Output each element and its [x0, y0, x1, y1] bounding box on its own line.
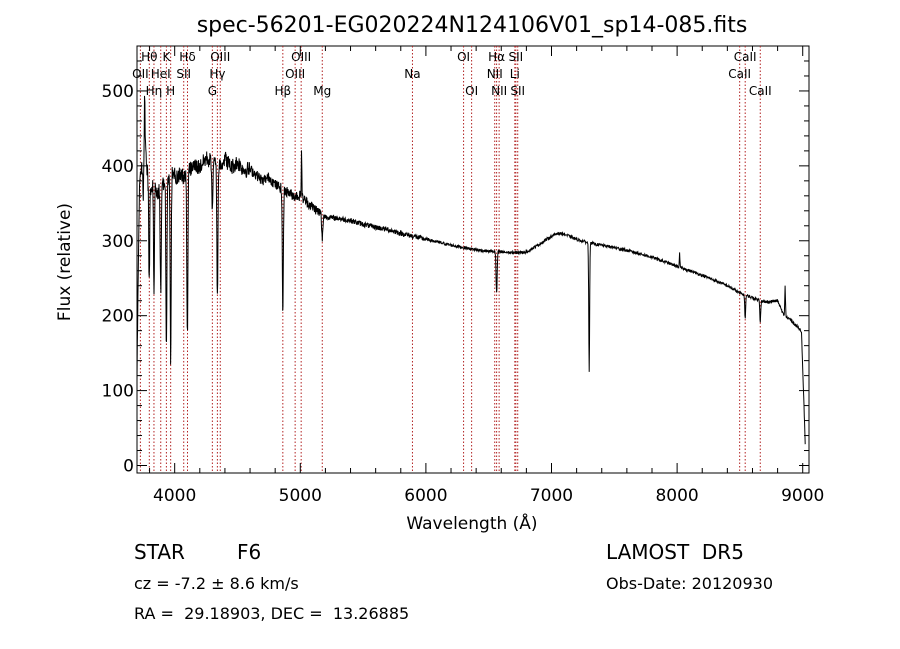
y-tick-label: 200: [102, 307, 134, 327]
emission-line-labels: OIIHθHηHeIKHSIIHδGHγOIIIHβOIIIOIIIMgNaOI…: [132, 50, 772, 98]
line-marker-label: OIII: [291, 50, 311, 64]
coordinates-label: RA = 29.18903, DEC = 13.26885: [134, 604, 410, 623]
line-marker-label: NII: [491, 84, 507, 98]
emission-line-markers: [139, 46, 761, 473]
spectrum-series: [136, 95, 806, 445]
x-tick-label: 6000: [404, 486, 447, 506]
y-tick-label: 0: [123, 457, 134, 477]
line-marker-label: Hγ: [209, 67, 225, 81]
line-marker-label: OI: [457, 50, 470, 64]
line-marker-label: Li: [510, 67, 520, 81]
line-marker-label: OIII: [285, 67, 305, 81]
x-tick-label: 7000: [530, 486, 573, 506]
line-marker-label: Hθ: [141, 50, 157, 64]
line-marker-label: H: [166, 84, 175, 98]
line-marker-label: CaII: [734, 50, 757, 64]
line-marker-label: SII: [176, 67, 191, 81]
line-marker-label: Hα: [488, 50, 505, 64]
x-tick-label: 4000: [153, 486, 196, 506]
y-tick-label: 500: [102, 82, 134, 102]
y-tick-label: 100: [102, 382, 134, 402]
line-marker-label: Hβ: [274, 84, 291, 98]
line-marker-label: CaII: [728, 67, 751, 81]
line-marker-label: NII: [487, 67, 503, 81]
x-tick-label: 9000: [781, 486, 824, 506]
line-marker-label: CaII: [749, 84, 772, 98]
y-axis-label: Flux (relative): [55, 203, 75, 321]
line-marker-label: SII: [508, 50, 523, 64]
line-marker-label: OI: [465, 84, 478, 98]
redshift-label: cz = -7.2 ± 8.6 km/s: [134, 574, 299, 593]
line-marker-label: HeI: [151, 67, 171, 81]
spectrum-line: [136, 95, 806, 445]
line-marker-label: G: [208, 84, 217, 98]
survey-label: LAMOST DR5: [606, 540, 744, 564]
y-axis-ticks: 0 100 200 300 400 500: [102, 45, 809, 477]
line-marker-label: Na: [404, 67, 420, 81]
x-axis-ticks: 4000 5000 6000 7000 8000 9000: [149, 46, 824, 506]
subclass-label: F6: [237, 540, 262, 564]
line-marker-label: OIII: [210, 50, 230, 64]
y-tick-label: 300: [102, 232, 134, 252]
plot-frame: [136, 45, 810, 474]
y-tick-label: 400: [102, 157, 134, 177]
line-marker-label: Hη: [146, 84, 163, 98]
x-tick-label: 5000: [279, 486, 322, 506]
line-marker-label: K: [162, 50, 171, 64]
line-marker-label: OII: [132, 67, 149, 81]
obs-date-label: Obs-Date: 20120930: [606, 574, 774, 593]
class-label: STAR: [134, 540, 185, 564]
x-axis-label: Wavelength (Å): [406, 512, 537, 534]
line-marker-label: SII: [510, 84, 525, 98]
x-tick-label: 8000: [655, 486, 698, 506]
chart-title: spec-56201-EG020224N124106V01_sp14-085.f…: [197, 13, 748, 38]
line-marker-label: Hδ: [179, 50, 195, 64]
line-marker-label: Mg: [313, 84, 331, 98]
